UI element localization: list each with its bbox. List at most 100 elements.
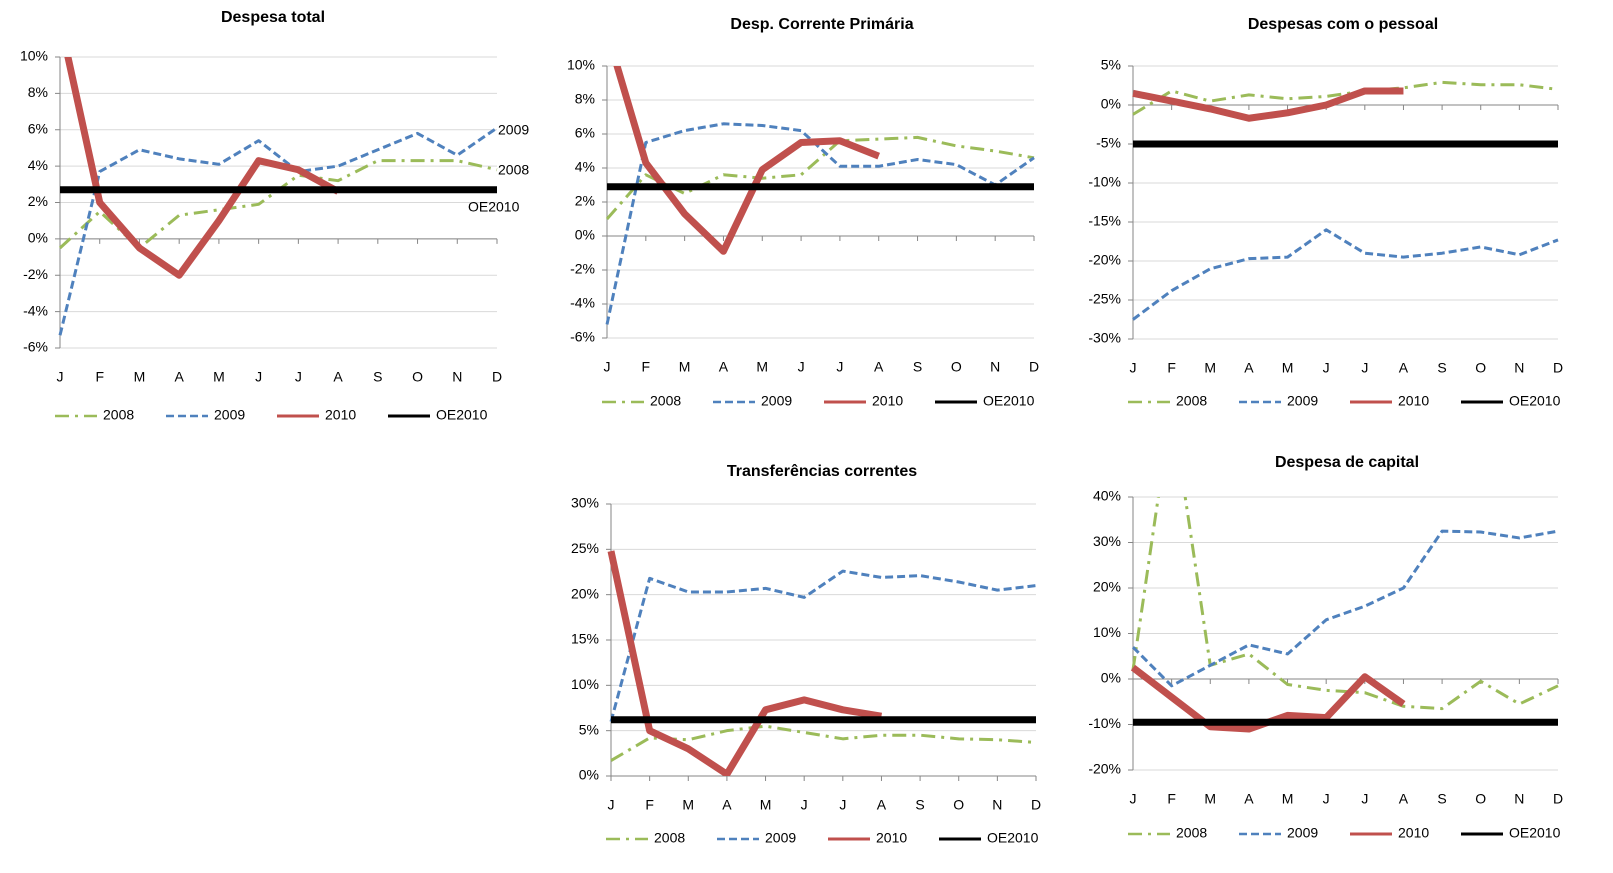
y-tick-label: 0% [1101,670,1121,686]
legend-label: 2010 [876,830,907,846]
x-tick-label: M [756,359,768,375]
y-tick-label: 0% [28,230,48,246]
y-tick-label: 20% [1093,579,1121,595]
legend-label: 2010 [1398,825,1429,841]
y-tick-label: -4% [570,295,595,311]
legend-label: OE2010 [436,407,488,423]
x-tick-label: A [1399,791,1409,807]
x-tick-label: D [1031,797,1041,813]
y-tick-label: -20% [1088,761,1121,777]
legend-label: 2010 [872,393,903,409]
x-tick-label: J [801,797,808,813]
y-tick-label: 4% [28,157,48,173]
y-tick-label: -5% [1096,135,1121,151]
y-tick-label: 30% [571,495,599,511]
series-line [1132,80,1559,116]
chart: Transferências correntes 0% 5% 10% 15% 20% 25%… [571,463,1041,845]
series-line [607,550,883,776]
y-tick-label: 2% [28,193,48,209]
x-tick-label: O [953,797,964,813]
y-tick-label: 0% [1101,96,1121,112]
x-tick-label: M [1282,360,1294,376]
x-tick-label: A [1244,360,1254,376]
y-tick-label: 8% [28,84,48,100]
series-line [1131,529,1559,688]
y-tick-label: 0% [579,767,599,783]
legend-label: 2009 [761,393,792,409]
series-line [605,135,1035,220]
legend-label: 2008 [1176,825,1207,841]
y-tick-label: -10% [1088,715,1121,731]
legend-label: 2009 [214,407,245,423]
x-tick-label: F [1167,791,1176,807]
legend-label: 2008 [654,830,685,846]
x-tick-label: J [836,359,843,375]
chart-title: Despesas com o pessoal [1248,16,1438,33]
x-tick-label: N [1514,360,1524,376]
x-tick-label: N [990,359,1000,375]
x-tick-label: J [839,797,846,813]
series-line [1132,228,1559,321]
legend-label: OE2010 [1509,393,1561,409]
x-tick-label: M [760,797,772,813]
x-tick-label: M [682,797,694,813]
x-tick-label: M [213,369,225,385]
x-tick-label: M [1204,791,1216,807]
legend-label: 2010 [325,407,356,423]
x-tick-label: M [134,369,146,385]
x-tick-label: J [608,797,615,813]
x-tick-label: F [1167,360,1176,376]
x-tick-label: A [175,369,185,385]
y-tick-label: -20% [1088,252,1121,268]
series-line [64,57,340,279]
x-tick-label: A [719,359,729,375]
legend-label: OE2010 [983,393,1035,409]
x-tick-label: S [1437,791,1446,807]
legend-label: 2010 [1398,393,1429,409]
chart-title: Despesa total [221,9,325,26]
x-tick-label: D [492,369,502,385]
y-tick-label: 4% [575,159,595,175]
y-tick-label: -2% [23,266,48,282]
x-tick-label: D [1553,360,1563,376]
x-tick-label: N [1514,791,1524,807]
x-tick-label: A [1399,360,1409,376]
x-tick-label: D [1553,791,1563,807]
y-tick-label: 25% [571,540,599,556]
y-tick-label: 15% [571,631,599,647]
x-tick-label: N [452,369,462,385]
chart: Despesas com o pessoal -30% -25% -20% -15% -1… [1088,16,1563,408]
chart-title: Transferências correntes [727,463,917,480]
x-tick-label: O [951,359,962,375]
y-tick-label: 10% [571,676,599,692]
series-line [605,122,1035,325]
x-tick-label: S [915,797,924,813]
series-line [1132,87,1404,122]
y-tick-label: 10% [20,48,48,64]
annotation: OE2010 [468,199,520,215]
annotation: 2008 [498,162,529,178]
x-tick-label: M [679,359,691,375]
legend-label: 2008 [103,407,134,423]
x-tick-label: J [1323,360,1330,376]
x-tick-label: M [1282,791,1294,807]
x-tick-label: J [1130,791,1137,807]
x-tick-label: N [992,797,1002,813]
legend-label: OE2010 [1509,825,1561,841]
y-tick-label: -6% [570,329,595,345]
y-tick-label: 8% [575,91,595,107]
legend-label: 2009 [765,830,796,846]
x-tick-label: J [1361,791,1368,807]
x-tick-label: J [1130,360,1137,376]
x-tick-label: A [722,797,732,813]
x-tick-label: M [1204,360,1216,376]
y-tick-label: 30% [1093,533,1121,549]
x-tick-label: A [1244,791,1254,807]
x-tick-label: S [373,369,382,385]
y-tick-label: 5% [1101,57,1121,73]
chart: Desp. Corrente Primária -6% -4% -2% 0% 2% 4% 6%… [567,16,1039,408]
annotation: 2009 [498,122,529,138]
y-tick-label: 20% [571,585,599,601]
chart: Despesa total -6% -4% -2% 0% 2% 4% 6% 8% 10% J F M A M… [20,9,529,422]
